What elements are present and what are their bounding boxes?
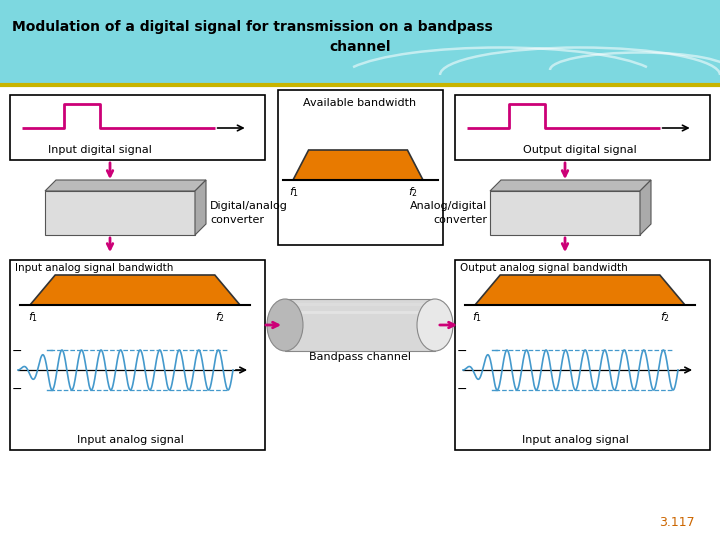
Text: 3.117: 3.117 bbox=[660, 516, 695, 529]
Ellipse shape bbox=[267, 299, 303, 351]
Text: $f_1$: $f_1$ bbox=[472, 310, 482, 324]
Text: $f_2$: $f_2$ bbox=[660, 310, 670, 324]
Text: −: − bbox=[12, 382, 22, 395]
Text: Modulation of a digital signal for transmission on a bandpass: Modulation of a digital signal for trans… bbox=[12, 20, 492, 34]
Text: −: − bbox=[457, 382, 467, 395]
Text: Output digital signal: Output digital signal bbox=[523, 145, 637, 155]
Bar bbox=[455, 95, 710, 160]
Text: −: − bbox=[12, 345, 22, 357]
Text: Input digital signal: Input digital signal bbox=[48, 145, 152, 155]
Bar bbox=[10, 260, 265, 450]
Polygon shape bbox=[195, 180, 206, 235]
Polygon shape bbox=[45, 180, 206, 191]
Text: $f_1$: $f_1$ bbox=[28, 310, 38, 324]
Text: Input analog signal: Input analog signal bbox=[76, 435, 184, 445]
Text: Input analog signal bandwidth: Input analog signal bandwidth bbox=[15, 263, 174, 273]
Text: −: − bbox=[457, 345, 467, 357]
Text: Output analog signal bandwidth: Output analog signal bandwidth bbox=[460, 263, 628, 273]
Bar bbox=[278, 90, 443, 245]
Text: Digital/analog
converter: Digital/analog converter bbox=[210, 201, 288, 225]
Bar bbox=[10, 95, 265, 160]
Polygon shape bbox=[490, 180, 651, 191]
Text: $f_1$: $f_1$ bbox=[289, 185, 299, 199]
Bar bbox=[0, 0, 720, 85]
Bar bbox=[45, 191, 195, 235]
Polygon shape bbox=[30, 275, 240, 305]
Text: $f_2$: $f_2$ bbox=[408, 185, 418, 199]
Text: Available bandwidth: Available bandwidth bbox=[303, 98, 417, 108]
Bar bbox=[455, 260, 710, 450]
Ellipse shape bbox=[417, 299, 453, 351]
Bar bbox=[285, 299, 435, 351]
Polygon shape bbox=[640, 180, 651, 235]
Text: Analog/digital
converter: Analog/digital converter bbox=[410, 201, 487, 225]
Text: channel: channel bbox=[329, 40, 391, 54]
Text: Bandpass channel: Bandpass channel bbox=[309, 352, 411, 362]
Polygon shape bbox=[293, 150, 423, 180]
Text: $f_2$: $f_2$ bbox=[215, 310, 225, 324]
Bar bbox=[490, 191, 640, 235]
Text: Input analog signal: Input analog signal bbox=[521, 435, 629, 445]
Polygon shape bbox=[475, 275, 685, 305]
